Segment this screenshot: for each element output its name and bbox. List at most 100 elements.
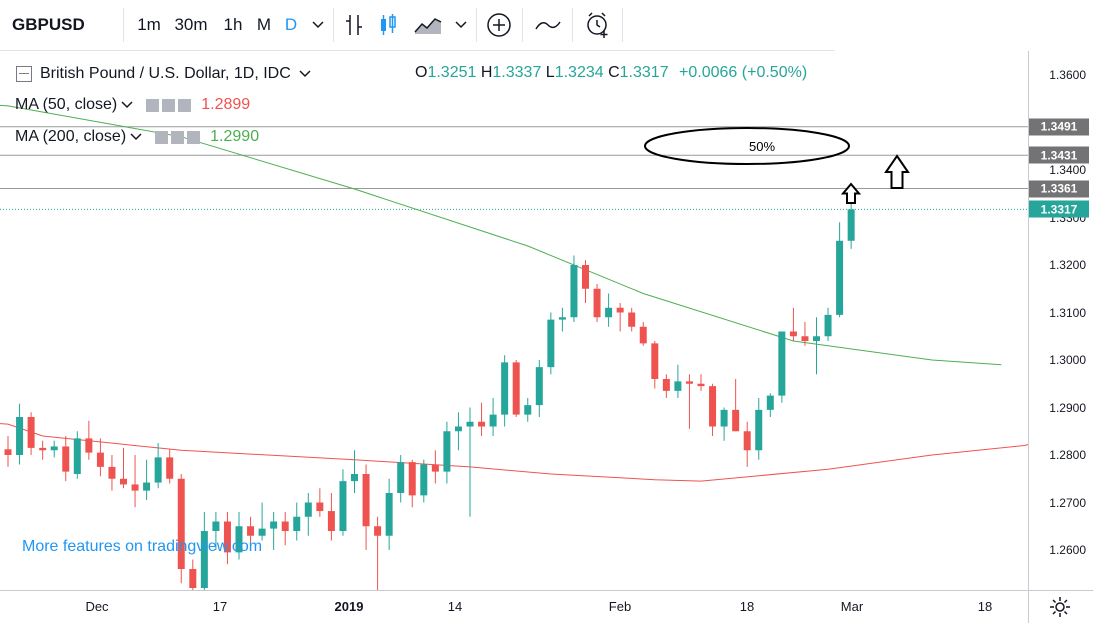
candle[interactable]	[281, 512, 289, 546]
candle[interactable]	[177, 474, 185, 584]
candle[interactable]	[431, 450, 439, 484]
candle[interactable]	[755, 398, 763, 460]
candle[interactable]	[662, 374, 670, 398]
candle[interactable]	[443, 421, 451, 484]
gear-icon[interactable]	[162, 98, 176, 112]
interval-1h-button[interactable]: 1h	[223, 15, 243, 34]
candle[interactable]	[235, 512, 243, 560]
candle[interactable]	[616, 303, 624, 332]
compare-button[interactable]	[528, 0, 568, 50]
candle[interactable]	[270, 512, 278, 550]
candle[interactable]	[304, 493, 312, 536]
candle[interactable]	[674, 364, 682, 398]
candle[interactable]	[489, 398, 497, 436]
candle[interactable]	[85, 420, 93, 460]
candle[interactable]	[524, 398, 532, 422]
up-arrow-annotation[interactable]	[840, 182, 862, 204]
candle[interactable]	[96, 438, 104, 477]
candle[interactable]	[454, 412, 462, 451]
candle[interactable]	[166, 449, 174, 484]
chevron-down-icon[interactable]	[121, 101, 133, 109]
candle[interactable]	[628, 307, 636, 332]
candle-style-button[interactable]	[372, 0, 404, 50]
gear-icon[interactable]	[171, 130, 185, 144]
candle[interactable]	[789, 307, 797, 341]
candle[interactable]	[351, 450, 358, 493]
candle[interactable]	[801, 322, 809, 346]
candle[interactable]	[766, 393, 774, 417]
add-indicator-button[interactable]	[480, 0, 518, 50]
candle[interactable]	[27, 412, 35, 455]
eye-icon[interactable]	[146, 98, 160, 112]
close-icon[interactable]	[178, 98, 192, 112]
candle[interactable]	[131, 455, 139, 508]
candle[interactable]	[697, 374, 705, 391]
candle[interactable]	[316, 488, 324, 517]
candle[interactable]	[62, 436, 70, 482]
candle[interactable]	[397, 455, 405, 503]
candle[interactable]	[143, 459, 151, 501]
watermark-link[interactable]: More features on tradingview.com	[22, 538, 263, 555]
candle[interactable]	[212, 512, 220, 550]
candle[interactable]	[420, 459, 428, 503]
candle[interactable]	[709, 383, 717, 436]
symbol-search-button[interactable]: GBPUSD	[12, 15, 85, 34]
candle[interactable]	[120, 447, 127, 489]
candle[interactable]	[154, 443, 162, 489]
close-icon[interactable]	[187, 130, 201, 144]
candle[interactable]	[813, 317, 820, 375]
candle[interactable]	[478, 402, 486, 436]
candle[interactable]	[385, 478, 393, 550]
chevron-down-icon[interactable]	[130, 133, 142, 141]
annotation-ellipse[interactable]	[644, 127, 850, 165]
candle[interactable]	[824, 307, 832, 341]
candle[interactable]	[408, 459, 416, 508]
collapse-legend-button[interactable]	[16, 66, 32, 82]
candle[interactable]	[73, 431, 81, 479]
candle[interactable]	[836, 222, 844, 318]
candle[interactable]	[743, 421, 751, 467]
candle[interactable]	[466, 407, 474, 517]
candle[interactable]	[16, 403, 24, 465]
candle[interactable]	[593, 284, 601, 322]
candle[interactable]	[39, 440, 47, 460]
candle[interactable]	[685, 374, 693, 429]
candle[interactable]	[501, 355, 509, 427]
candle[interactable]	[374, 516, 382, 590]
area-style-button[interactable]	[408, 0, 448, 50]
candle[interactable]	[339, 469, 347, 536]
candle[interactable]	[605, 293, 613, 327]
candle[interactable]	[535, 360, 543, 417]
candle[interactable]	[720, 407, 728, 441]
bar-style-button[interactable]	[338, 0, 370, 50]
candle[interactable]	[651, 341, 659, 389]
interval-30m-button[interactable]: 30m	[174, 15, 208, 34]
candle[interactable]	[327, 493, 335, 541]
interval-1m-button[interactable]: 1m	[137, 15, 161, 34]
candle[interactable]	[4, 436, 12, 467]
candle[interactable]	[512, 360, 520, 417]
candle[interactable]	[189, 559, 197, 591]
candle[interactable]	[547, 312, 555, 375]
candle[interactable]	[200, 512, 208, 590]
candle[interactable]	[223, 512, 231, 565]
candle[interactable]	[247, 516, 255, 550]
candle[interactable]	[362, 464, 370, 551]
chart-plot-area[interactable]: 50%	[0, 51, 1028, 590]
candle[interactable]	[639, 322, 647, 346]
candle[interactable]	[258, 502, 266, 541]
interval-day-button[interactable]: D	[284, 15, 298, 34]
interval-month-button[interactable]: M	[256, 15, 272, 34]
price-axis[interactable]: 1.2600 1.2700 1.2800 1.2900 1.3000 1.3100 1.32…	[1028, 51, 1093, 590]
alert-button[interactable]	[578, 0, 618, 50]
interval-dropdown-button[interactable]	[305, 0, 331, 50]
eye-icon[interactable]	[155, 130, 169, 144]
candle[interactable]	[778, 331, 786, 403]
candle[interactable]	[582, 260, 589, 303]
time-axis[interactable]: Dec 17 2019 14 Feb 18 Mar 18	[0, 590, 1028, 623]
candle[interactable]	[293, 502, 301, 541]
candle[interactable]	[570, 255, 578, 323]
candle[interactable]	[732, 379, 740, 432]
candle[interactable]	[847, 199, 855, 249]
candle[interactable]	[50, 440, 58, 458]
